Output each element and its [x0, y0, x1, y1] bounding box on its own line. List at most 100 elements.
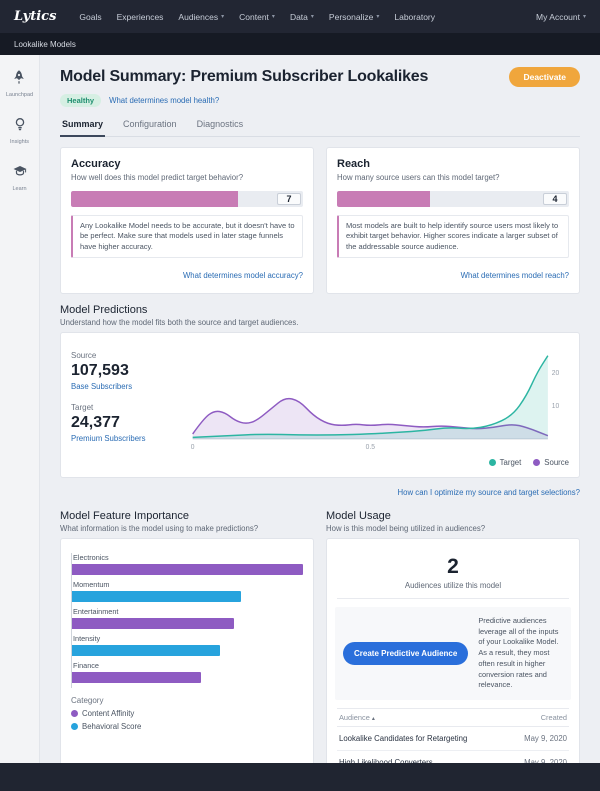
source-audience-link[interactable]: Base Subscribers — [71, 382, 133, 392]
feature-bar-label: Intensity — [73, 634, 101, 644]
sidebar-item-launchpad[interactable]: Launchpad — [6, 69, 33, 98]
reach-card: Reach How many source users can this mod… — [326, 147, 580, 295]
nav-item-experiences[interactable]: Experiences — [116, 11, 164, 22]
nav-item-audiences[interactable]: Audiences ▾ — [178, 11, 225, 22]
reach-help-link[interactable]: What determines model reach? — [460, 271, 569, 281]
feature-importance-title: Model Feature Importance — [60, 510, 190, 523]
tab-configuration[interactable]: Configuration — [123, 119, 177, 129]
x-tick-label: 0.5 — [366, 444, 376, 451]
model-predictions-section: Model Predictions Understand how the mod… — [60, 304, 580, 500]
audience-name[interactable]: High Likelihood Converters — [337, 750, 509, 763]
accuracy-progress-fill — [71, 190, 239, 207]
reach-progress-fill — [337, 190, 430, 207]
feature-importance-card: Electronics Momentum Entertainment Intensit… — [60, 538, 314, 763]
tab-summary[interactable]: Summary — [60, 115, 106, 137]
chevron-down-icon: ▾ — [221, 13, 225, 20]
feature-bar-row: Momentum — [72, 580, 303, 603]
audience-created: May 9, 2020 — [508, 726, 569, 752]
target-audience-link[interactable]: Premium Subscribers — [71, 434, 146, 444]
model-health-link[interactable]: What determines model health? — [109, 96, 220, 105]
tab-bar: Summary Configuration Diagnostics — [60, 115, 580, 137]
sidebar-item-insights[interactable]: Insights — [10, 116, 29, 145]
lightbulb-icon — [12, 116, 28, 137]
bottom-bar — [0, 763, 600, 791]
feature-bar — [72, 645, 220, 657]
accuracy-note: Any Lookalike Model needs to be accurate… — [71, 214, 303, 259]
table-row[interactable]: High Likelihood Converters May 9, 2020 — [337, 750, 569, 763]
predictions-card: Source 107,593 Base Subscribers Target 2… — [60, 332, 580, 479]
audience-count: 2 — [447, 555, 459, 579]
feature-bar-label: Electronics — [73, 553, 109, 563]
chevron-down-icon: ▾ — [271, 13, 275, 20]
optimize-selections-link[interactable]: How can I optimize my source and target … — [397, 488, 580, 498]
usage-card: 2 Audiences utilize this model Create Pr… — [326, 538, 580, 763]
nav-item-content[interactable]: Content ▾ — [239, 11, 275, 22]
legend-target: Target — [488, 458, 521, 467]
left-sidebar: Launchpad Insights Learn — [0, 55, 40, 763]
top-navbar: Lytics Goals Experiences Audiences ▾ Cont… — [0, 0, 600, 33]
lytics-logo[interactable]: Lytics — [14, 9, 57, 24]
feature-bar — [72, 564, 303, 576]
nav-item-laboratory[interactable]: Laboratory — [394, 11, 435, 22]
column-created[interactable]: Created — [508, 708, 569, 728]
legend-source: Source — [533, 458, 569, 467]
feature-bar-row: Entertainment — [72, 607, 303, 630]
page-title: Model Summary: Premium Subscriber Lookal… — [60, 68, 429, 85]
feature-bar-label: Entertainment — [73, 607, 119, 617]
chevron-down-icon: ▾ — [376, 13, 380, 20]
target-label: Target — [71, 403, 94, 413]
source-label: Source — [71, 351, 97, 361]
feature-bar-label: Momentum — [73, 580, 110, 590]
my-account-menu[interactable]: My Account ▾ — [536, 11, 586, 22]
feature-bar — [72, 618, 234, 630]
table-row[interactable]: Lookalike Candidates for Retargeting May… — [337, 726, 569, 752]
tab-diagnostics[interactable]: Diagnostics — [196, 119, 244, 129]
legend-content-affinity: Content Affinity — [71, 709, 303, 718]
feature-bar-row: Intensity — [72, 634, 303, 657]
x-tick-label: 0 — [191, 444, 195, 451]
predictions-subtitle: Understand how the model fits both the s… — [60, 318, 299, 328]
accuracy-subtitle: How well does this model predict target … — [71, 173, 244, 182]
reach-score: 4 — [543, 192, 567, 205]
audience-table: Audience ▴ Created Lookalike Candidates … — [337, 708, 569, 763]
usage-subtitle: How is this model being utilized in audi… — [326, 524, 486, 534]
breadcrumb[interactable]: Lookalike Models — [14, 39, 76, 49]
predictive-audience-description: Predictive audiences leverage all of the… — [478, 616, 559, 690]
audience-count-caption: Audiences utilize this model — [404, 581, 502, 591]
feature-bar-chart: Electronics Momentum Entertainment Intensit… — [71, 553, 303, 689]
nav-item-goals[interactable]: Goals — [79, 11, 102, 22]
feature-bar-label: Finance — [73, 661, 99, 671]
feature-bar — [72, 591, 241, 603]
sidebar-item-learn[interactable]: Learn — [12, 163, 28, 192]
usage-title: Model Usage — [326, 510, 391, 523]
feature-importance-subtitle: What information is the model using to m… — [60, 524, 259, 534]
feature-bar-row: Finance — [72, 661, 303, 684]
nav-item-data[interactable]: Data ▾ — [289, 11, 314, 22]
source-count: 107,593 — [71, 362, 129, 380]
accuracy-score: 7 — [277, 192, 301, 205]
behavioral-score-dot-icon — [71, 723, 78, 731]
category-legend: Content Affinity Behavioral Score — [71, 709, 303, 731]
source-dot-icon — [533, 459, 541, 467]
deactivate-button[interactable]: Deactivate — [509, 67, 580, 87]
audience-name[interactable]: Lookalike Candidates for Retargeting — [337, 726, 509, 752]
density-chart: 0 0.5 10 20 — [191, 355, 559, 451]
category-legend-title: Category — [71, 696, 104, 706]
model-usage-section: Model Usage How is this model being util… — [326, 510, 580, 763]
density-legend: Target Source — [185, 458, 569, 467]
reach-subtitle: How many source users can this model tar… — [337, 173, 500, 182]
accuracy-help-link[interactable]: What determines model accuracy? — [182, 271, 303, 281]
nav-item-personalize[interactable]: Personalize ▾ — [328, 11, 380, 22]
reach-note: Most models are built to help identify s… — [337, 214, 569, 259]
feature-bar — [72, 672, 202, 684]
feature-bar-row: Electronics — [72, 553, 303, 576]
content-affinity-dot-icon — [71, 710, 78, 718]
create-predictive-audience-button[interactable]: Create Predictive Audience — [343, 642, 469, 666]
audience-created: May 9, 2020 — [508, 750, 569, 763]
accuracy-progress-bar: 7 — [71, 190, 303, 207]
legend-behavioral-score: Behavioral Score — [71, 722, 303, 731]
reach-title: Reach — [337, 158, 371, 170]
column-audience[interactable]: Audience ▴ — [337, 708, 509, 728]
accuracy-card: Accuracy How well does this model predic… — [60, 147, 314, 295]
chevron-down-icon: ▾ — [310, 13, 314, 20]
